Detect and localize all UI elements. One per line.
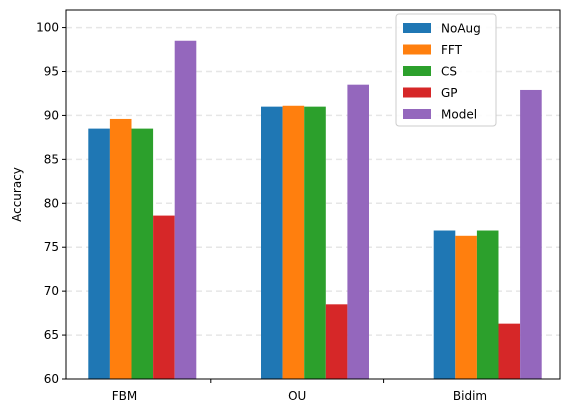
bar-cs-ou [304, 106, 326, 380]
y-tick-label: 70 [44, 284, 59, 298]
bar-cs-fbm [131, 128, 154, 379]
legend: NoAug FFT CS GP Model [395, 13, 497, 127]
y-tick-label: 75 [44, 240, 59, 254]
plot-frame [65, 9, 561, 380]
bar-noaug-ou [261, 106, 283, 380]
y-tick-label: 80 [44, 196, 59, 210]
legend-swatch-noaug [403, 23, 431, 33]
bar-gp-fbm [153, 215, 175, 379]
x-tick-label: FBM [112, 389, 138, 403]
bar-fft-fbm [109, 118, 132, 379]
legend-label-model: Model [441, 108, 477, 122]
legend-swatch-fft [403, 44, 431, 55]
x-axis: FBM OU Bidim [112, 379, 487, 403]
bar-fft-ou [282, 105, 305, 379]
legend-swatch-cs [403, 66, 431, 76]
bar-noaug-bidim [433, 230, 456, 379]
legend-label-cs: CS [441, 65, 457, 79]
x-tick-label: Bidim [453, 389, 487, 403]
y-axis: 60 65 70 75 80 85 90 95 100 [36, 21, 66, 386]
bar-group [88, 40, 542, 380]
y-tick-label: 90 [44, 108, 59, 122]
bar-model-fbm [174, 40, 197, 379]
bar-cs-bidim [476, 230, 499, 379]
bar-model-ou [347, 84, 369, 379]
legend-swatch-gp [403, 87, 431, 98]
bar-model-bidim [520, 89, 542, 379]
y-axis-label: Accuracy [10, 167, 24, 222]
bar-gp-bidim [498, 323, 521, 379]
legend-label-noaug: NoAug [441, 22, 481, 36]
y-tick-label: 85 [44, 152, 59, 166]
x-tick-label: OU [288, 389, 306, 403]
bar-gp-ou [325, 304, 348, 379]
legend-box [395, 13, 497, 127]
bar-fft-bidim [455, 235, 477, 379]
legend-label-gp: GP [441, 86, 458, 100]
legend-swatch-model [403, 109, 431, 119]
bar-noaug-fbm [88, 128, 110, 379]
y-tick-label: 100 [36, 21, 59, 35]
legend-label-fft: FFT [441, 43, 463, 57]
y-tick-label: 60 [44, 372, 59, 386]
y-tick-label: 65 [44, 328, 59, 342]
y-tick-label: 95 [44, 65, 59, 79]
